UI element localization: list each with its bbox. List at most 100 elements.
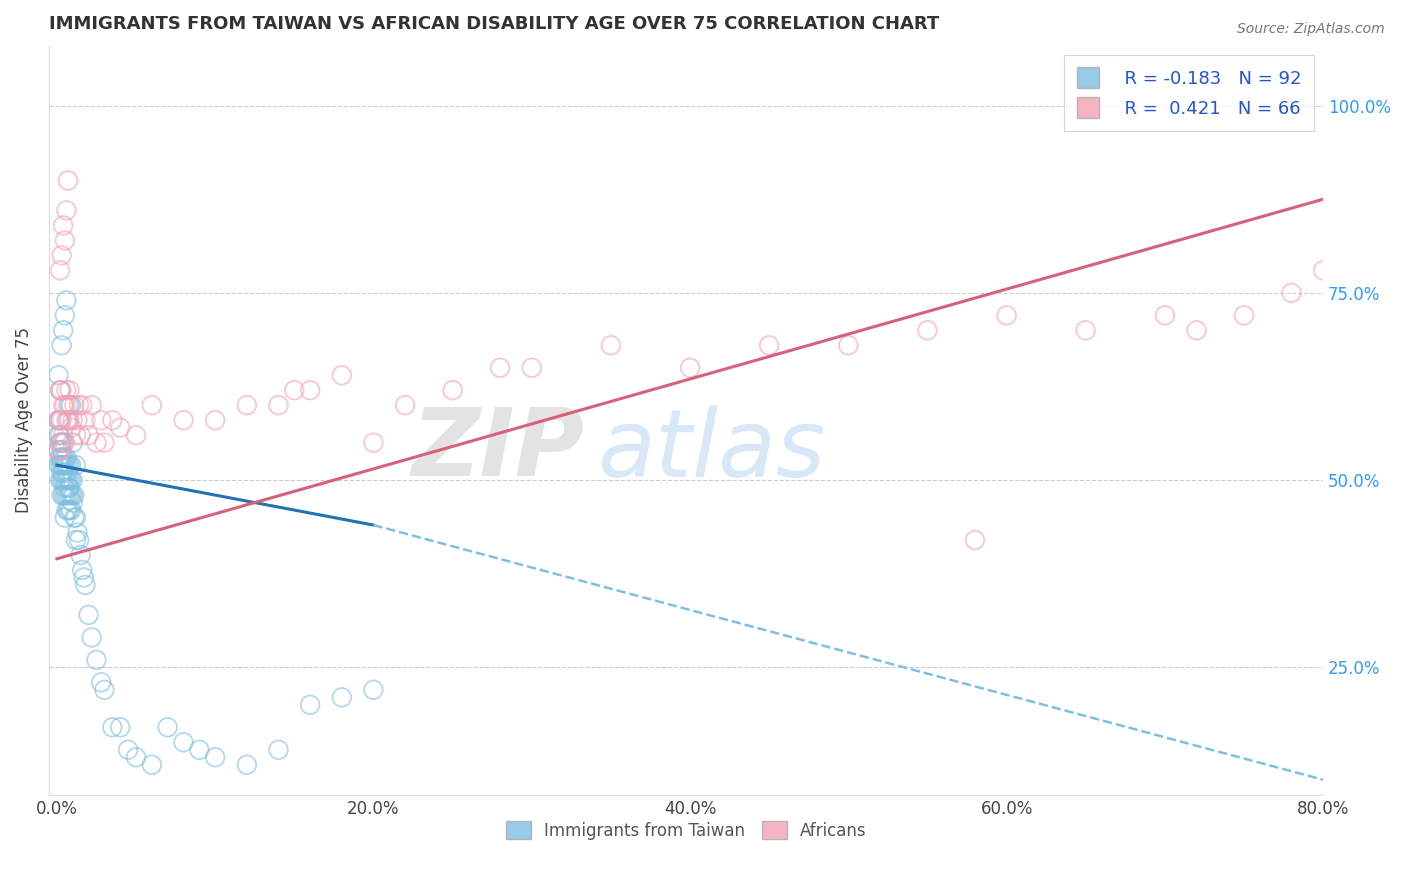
Point — [52, 435, 75, 450]
Point — [1281, 285, 1303, 300]
Point — [80, 631, 103, 645]
Point — [51, 488, 73, 502]
Point — [51, 473, 73, 487]
Point — [48, 368, 70, 383]
Point — [52, 219, 75, 233]
Point — [299, 383, 322, 397]
Point — [758, 338, 780, 352]
Point — [56, 503, 79, 517]
Point — [69, 428, 91, 442]
Point — [299, 698, 322, 712]
Point — [51, 435, 73, 450]
Text: atlas: atlas — [598, 405, 825, 496]
Point — [55, 450, 77, 465]
Point — [48, 443, 70, 458]
Point — [125, 750, 148, 764]
Point — [80, 398, 103, 412]
Point — [53, 398, 76, 412]
Point — [56, 398, 79, 412]
Point — [53, 458, 76, 472]
Point — [56, 173, 79, 187]
Point — [67, 398, 90, 412]
Point — [141, 398, 163, 412]
Point — [48, 458, 70, 472]
Point — [55, 203, 77, 218]
Point — [173, 413, 195, 427]
Point — [330, 690, 353, 705]
Point — [204, 750, 226, 764]
Point — [1312, 263, 1334, 277]
Point — [48, 413, 70, 427]
Point — [90, 675, 112, 690]
Point — [58, 383, 80, 397]
Point — [53, 488, 76, 502]
Point — [58, 458, 80, 472]
Point — [66, 525, 89, 540]
Point — [63, 510, 86, 524]
Point — [48, 443, 70, 458]
Point — [52, 488, 75, 502]
Point — [63, 488, 86, 502]
Point — [53, 308, 76, 322]
Point — [65, 510, 87, 524]
Point — [60, 488, 83, 502]
Point — [60, 473, 83, 487]
Point — [101, 413, 124, 427]
Point — [49, 413, 72, 427]
Point — [53, 473, 76, 487]
Point — [49, 435, 72, 450]
Point — [117, 743, 139, 757]
Point — [55, 488, 77, 502]
Point — [363, 435, 385, 450]
Text: IMMIGRANTS FROM TAIWAN VS AFRICAN DISABILITY AGE OVER 75 CORRELATION CHART: IMMIGRANTS FROM TAIWAN VS AFRICAN DISABI… — [49, 15, 939, 33]
Point — [56, 473, 79, 487]
Point — [65, 533, 87, 547]
Point — [52, 398, 75, 412]
Point — [56, 481, 79, 495]
Point — [49, 450, 72, 465]
Y-axis label: Disability Age Over 75: Disability Age Over 75 — [15, 327, 32, 513]
Point — [52, 428, 75, 442]
Point — [51, 443, 73, 458]
Point — [55, 466, 77, 480]
Point — [55, 383, 77, 397]
Point — [53, 435, 76, 450]
Point — [51, 466, 73, 480]
Point — [51, 458, 73, 472]
Point — [55, 293, 77, 308]
Point — [65, 458, 87, 472]
Point — [62, 495, 84, 509]
Point — [49, 458, 72, 472]
Point — [66, 413, 89, 427]
Point — [49, 413, 72, 427]
Point — [520, 360, 543, 375]
Point — [48, 428, 70, 442]
Point — [58, 503, 80, 517]
Point — [86, 435, 108, 450]
Point — [65, 428, 87, 442]
Point — [125, 428, 148, 442]
Point — [837, 338, 859, 352]
Point — [204, 413, 226, 427]
Point — [49, 383, 72, 397]
Point — [70, 563, 93, 577]
Point — [58, 481, 80, 495]
Point — [93, 682, 115, 697]
Point — [56, 488, 79, 502]
Point — [156, 720, 179, 734]
Point — [283, 383, 305, 397]
Point — [67, 533, 90, 547]
Point — [330, 368, 353, 383]
Point — [56, 458, 79, 472]
Point — [53, 234, 76, 248]
Point — [173, 735, 195, 749]
Point — [101, 720, 124, 734]
Point — [1074, 323, 1097, 337]
Point — [51, 383, 73, 397]
Point — [49, 383, 72, 397]
Point — [52, 458, 75, 472]
Point — [60, 420, 83, 434]
Point — [48, 413, 70, 427]
Point — [679, 360, 702, 375]
Point — [599, 338, 621, 352]
